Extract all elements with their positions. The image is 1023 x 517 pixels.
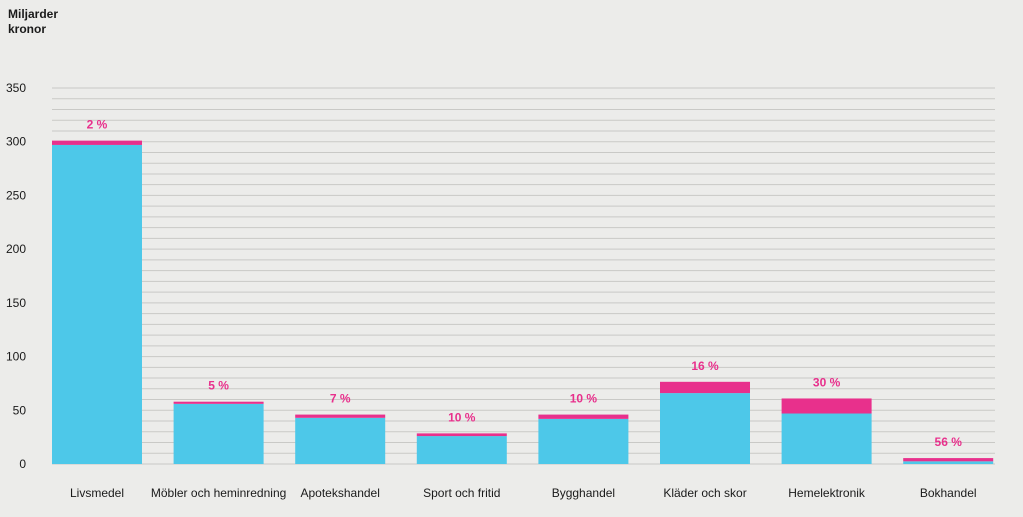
x-category-label: Apotekshandel	[300, 486, 379, 500]
x-category-label: Möbler och heminredning	[151, 486, 286, 500]
x-category-label: Livsmedel	[70, 486, 124, 500]
bar-segment-base	[416, 436, 507, 464]
y-tick-label: 300	[6, 135, 26, 149]
bar-segment-base	[538, 418, 629, 464]
x-category-label: Bygghandel	[552, 486, 615, 500]
bar-segment-top	[295, 414, 386, 418]
y-axis-label-line-2: kronor	[8, 22, 47, 36]
bar-segment-base	[52, 144, 142, 465]
data-label: 7 %	[330, 392, 351, 406]
data-label: 2 %	[87, 118, 108, 132]
bar-segment-top	[538, 414, 629, 419]
bar-segment-top	[660, 381, 750, 394]
x-category-label: Bokhandel	[920, 486, 977, 500]
bar-segment-top	[903, 458, 994, 462]
data-label: 5 %	[208, 379, 229, 393]
bar-segment-base	[781, 413, 872, 464]
data-label: 56 %	[935, 435, 963, 449]
y-tick-label: 50	[13, 403, 27, 417]
y-tick-label: 250	[6, 188, 26, 202]
data-label: 10 %	[448, 410, 476, 424]
bar-segment-base	[660, 393, 750, 464]
y-axis-label-line-1: Miljarder	[8, 7, 59, 21]
y-tick-label: 0	[19, 457, 26, 471]
bar-segment-top	[52, 140, 142, 145]
x-category-label: Hemelektronik	[788, 486, 866, 500]
data-label: 30 %	[813, 375, 841, 389]
y-tick-label: 350	[6, 81, 26, 95]
bar-segment-base	[295, 417, 386, 464]
data-label: 16 %	[691, 359, 719, 373]
bar-segment-base	[173, 403, 264, 464]
data-label: 10 %	[570, 392, 598, 406]
y-tick-label: 100	[6, 350, 26, 364]
x-category-label: Kläder och skor	[663, 486, 746, 500]
bar-segment-top	[173, 401, 264, 404]
y-tick-label: 150	[6, 296, 26, 310]
bar-segment-base	[903, 461, 994, 464]
bar-segment-top	[781, 398, 872, 414]
x-category-label: Sport och fritid	[423, 486, 500, 500]
bar-segment-top	[416, 433, 507, 437]
y-tick-label: 200	[6, 242, 26, 256]
